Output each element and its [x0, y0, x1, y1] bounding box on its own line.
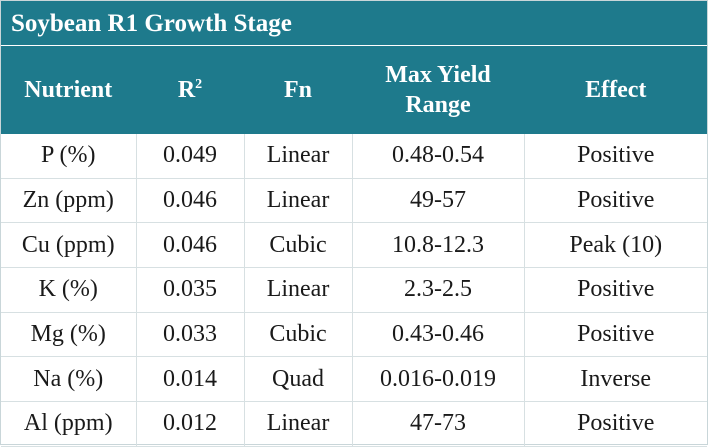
nutrient-table: Nutrient R2 Fn Max Yield Range Effect P … [1, 46, 707, 447]
cell-effect: Positive [524, 134, 707, 179]
cell-fn: Linear [244, 401, 353, 447]
header-fn: Fn [244, 46, 353, 134]
cell-r-squared: 0.035 [136, 267, 245, 313]
cell-nutrient: Mg (%) [1, 312, 137, 358]
cell-fn: Cubic [244, 222, 353, 269]
cell-effect: Peak (10) [524, 222, 707, 269]
cell-r-squared: 0.046 [136, 222, 245, 269]
header-effect: Effect [524, 46, 707, 134]
cell-effect: Positive [524, 267, 707, 313]
cell-max-yield-range: 0.43-0.46 [352, 312, 525, 358]
table-body: P (%) 0.049 Linear 0.48-0.54 Positive Zn… [1, 134, 707, 447]
table-row: P (%) 0.049 Linear 0.48-0.54 Positive [1, 134, 707, 179]
header-max-yield-range-line1: Max Yield [385, 62, 491, 88]
cell-fn: Cubic [244, 312, 353, 358]
header-row: Nutrient R2 Fn Max Yield Range Effect [1, 46, 707, 134]
cell-effect: Positive [524, 401, 707, 447]
cell-max-yield-range: 47-73 [352, 401, 525, 447]
cell-max-yield-range: 0.48-0.54 [352, 134, 525, 179]
header-max-yield-range: Max Yield Range [352, 46, 525, 134]
cell-nutrient: P (%) [1, 134, 137, 179]
cell-fn: Linear [244, 267, 353, 313]
header-r-squared-base: R [177, 77, 196, 103]
cell-fn: Quad [244, 356, 353, 403]
cell-max-yield-range: 10.8-12.3 [352, 222, 525, 269]
cell-nutrient: Na (%) [1, 356, 137, 403]
table-row: Na (%) 0.014 Quad 0.016-0.019 Inverse [1, 356, 707, 403]
cell-effect: Inverse [524, 356, 707, 403]
header-r-squared: R2 [136, 46, 245, 134]
cell-r-squared: 0.012 [136, 401, 245, 447]
header-r-squared-superscript: 2 [195, 77, 203, 92]
table-row: Zn (ppm) 0.046 Linear 49-57 Positive [1, 178, 707, 224]
cell-effect: Positive [524, 312, 707, 358]
cell-max-yield-range: 0.016-0.019 [352, 356, 525, 403]
cell-nutrient: K (%) [1, 267, 137, 313]
cell-effect: Positive [524, 178, 707, 224]
table-row: Cu (ppm) 0.046 Cubic 10.8-12.3 Peak (10) [1, 222, 707, 269]
cell-nutrient: Zn (ppm) [1, 178, 137, 224]
cell-fn: Linear [244, 134, 353, 179]
cell-nutrient: Cu (ppm) [1, 222, 137, 269]
cell-r-squared: 0.033 [136, 312, 245, 358]
cell-nutrient: Al (ppm) [1, 401, 137, 447]
cell-r-squared: 0.014 [136, 356, 245, 403]
table-header: Nutrient R2 Fn Max Yield Range Effect [1, 46, 707, 134]
table-row: Mg (%) 0.033 Cubic 0.43-0.46 Positive [1, 312, 707, 358]
cell-r-squared: 0.049 [136, 134, 245, 179]
cell-r-squared: 0.046 [136, 178, 245, 224]
table-row: Al (ppm) 0.012 Linear 47-73 Positive [1, 401, 707, 447]
table-title: Soybean R1 Growth Stage [1, 1, 707, 46]
cell-fn: Linear [244, 178, 353, 224]
header-nutrient: Nutrient [1, 46, 137, 134]
table-row: K (%) 0.035 Linear 2.3-2.5 Positive [1, 267, 707, 313]
header-max-yield-range-line2: Range [405, 92, 471, 118]
cell-max-yield-range: 2.3-2.5 [352, 267, 525, 313]
cell-max-yield-range: 49-57 [352, 178, 525, 224]
